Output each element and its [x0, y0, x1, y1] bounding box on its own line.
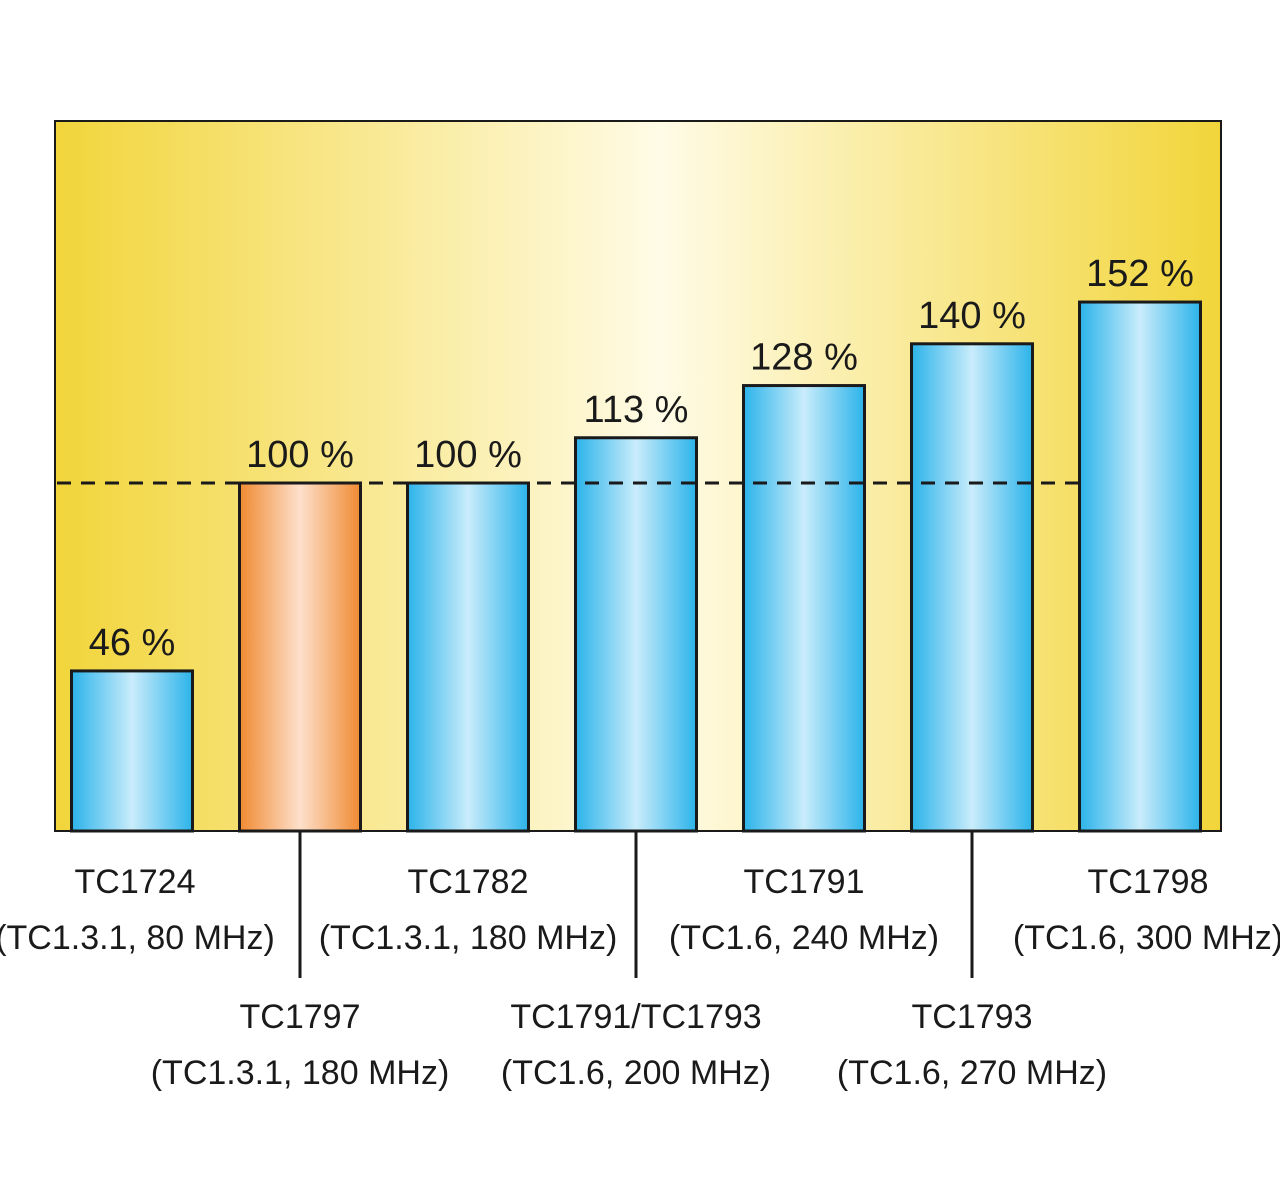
bar-tc1798 [1078, 300, 1202, 833]
category-detail-label: (TC1.3.1, 180 MHz) [319, 919, 618, 957]
bar-tc1797 [238, 481, 362, 833]
category-detail-label: (TC1.3.1, 180 MHz) [151, 1054, 450, 1092]
category-name-label: TC1793 [912, 998, 1033, 1036]
category-name-label: TC1724 [75, 863, 196, 901]
bar-value-label: 100 % [414, 434, 522, 476]
category-detail-label: (TC1.6, 300 MHz) [1013, 919, 1280, 957]
category-name-label: TC1791 [744, 863, 865, 901]
bar-tc1793 [910, 342, 1034, 833]
bar-value-label: 128 % [750, 337, 858, 379]
bar-tc1791-tc1793 [574, 436, 698, 833]
category-name-label: TC1797 [240, 998, 361, 1036]
bar-tc1724 [70, 669, 194, 833]
bar-value-label: 100 % [246, 434, 354, 476]
category-detail-label: (TC1.6, 200 MHz) [501, 1054, 771, 1092]
bar-tc1782 [406, 481, 530, 833]
bar-tc1791 [742, 384, 866, 833]
category-name-label: TC1798 [1088, 863, 1209, 901]
bar-value-label: 140 % [918, 295, 1026, 337]
category-detail-label: (TC1.6, 270 MHz) [837, 1054, 1107, 1092]
category-detail-label: (TC1.6, 240 MHz) [669, 919, 939, 957]
bar-value-label: 113 % [584, 389, 689, 431]
bar-value-label: 152 % [1086, 253, 1194, 295]
category-detail-label: (TC1.3.1, 80 MHz) [0, 919, 275, 957]
category-name-label: TC1791/TC1793 [510, 998, 761, 1036]
category-name-label: TC1782 [408, 863, 529, 901]
bar-value-label: 46 % [89, 622, 176, 664]
